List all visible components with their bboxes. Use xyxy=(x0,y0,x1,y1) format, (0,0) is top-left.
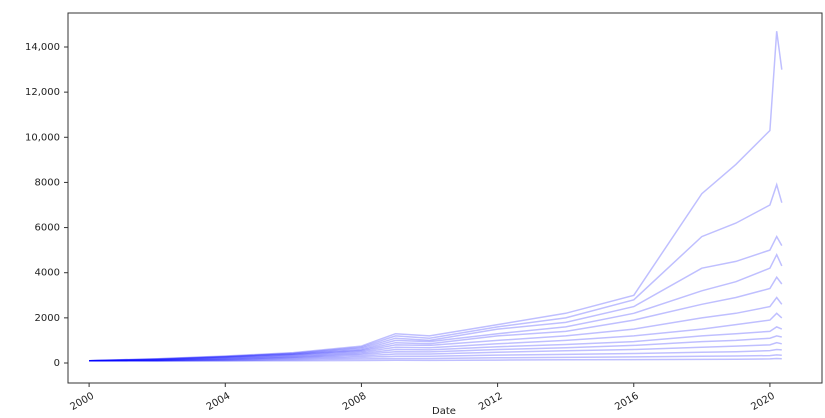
y-tick-label: 6000 xyxy=(35,223,60,234)
y-tick-label: 10,000 xyxy=(25,132,60,143)
x-tick-label: 2008 xyxy=(341,391,369,413)
series-line xyxy=(89,312,783,362)
series-line xyxy=(89,31,783,362)
series-line xyxy=(89,348,782,362)
x-tick-label: 2012 xyxy=(477,391,505,413)
series-line xyxy=(89,335,782,362)
x-tick-label: 2016 xyxy=(613,391,641,413)
series-line xyxy=(89,235,783,362)
y-tick-label: 0 xyxy=(54,358,60,369)
x-tick-label: 2000 xyxy=(69,391,97,413)
series-line xyxy=(89,326,783,362)
y-tick-label: 2000 xyxy=(35,313,60,324)
y-tick-label: 12,000 xyxy=(25,87,60,98)
series-line xyxy=(89,275,783,362)
y-tick-label: 4000 xyxy=(35,268,60,279)
x-tick-label: 2004 xyxy=(205,391,233,413)
y-tick-label: 8000 xyxy=(35,177,60,188)
series-line xyxy=(89,182,783,362)
series-line xyxy=(89,252,783,362)
series-line xyxy=(89,296,783,362)
series-line xyxy=(89,357,782,362)
y-tick-label: 14,000 xyxy=(25,42,60,53)
series-line xyxy=(89,341,782,362)
series-line xyxy=(89,354,782,362)
x-axis-label: Date xyxy=(432,406,456,417)
plot-frame xyxy=(67,12,823,384)
x-tick-label: 2020 xyxy=(749,391,777,413)
